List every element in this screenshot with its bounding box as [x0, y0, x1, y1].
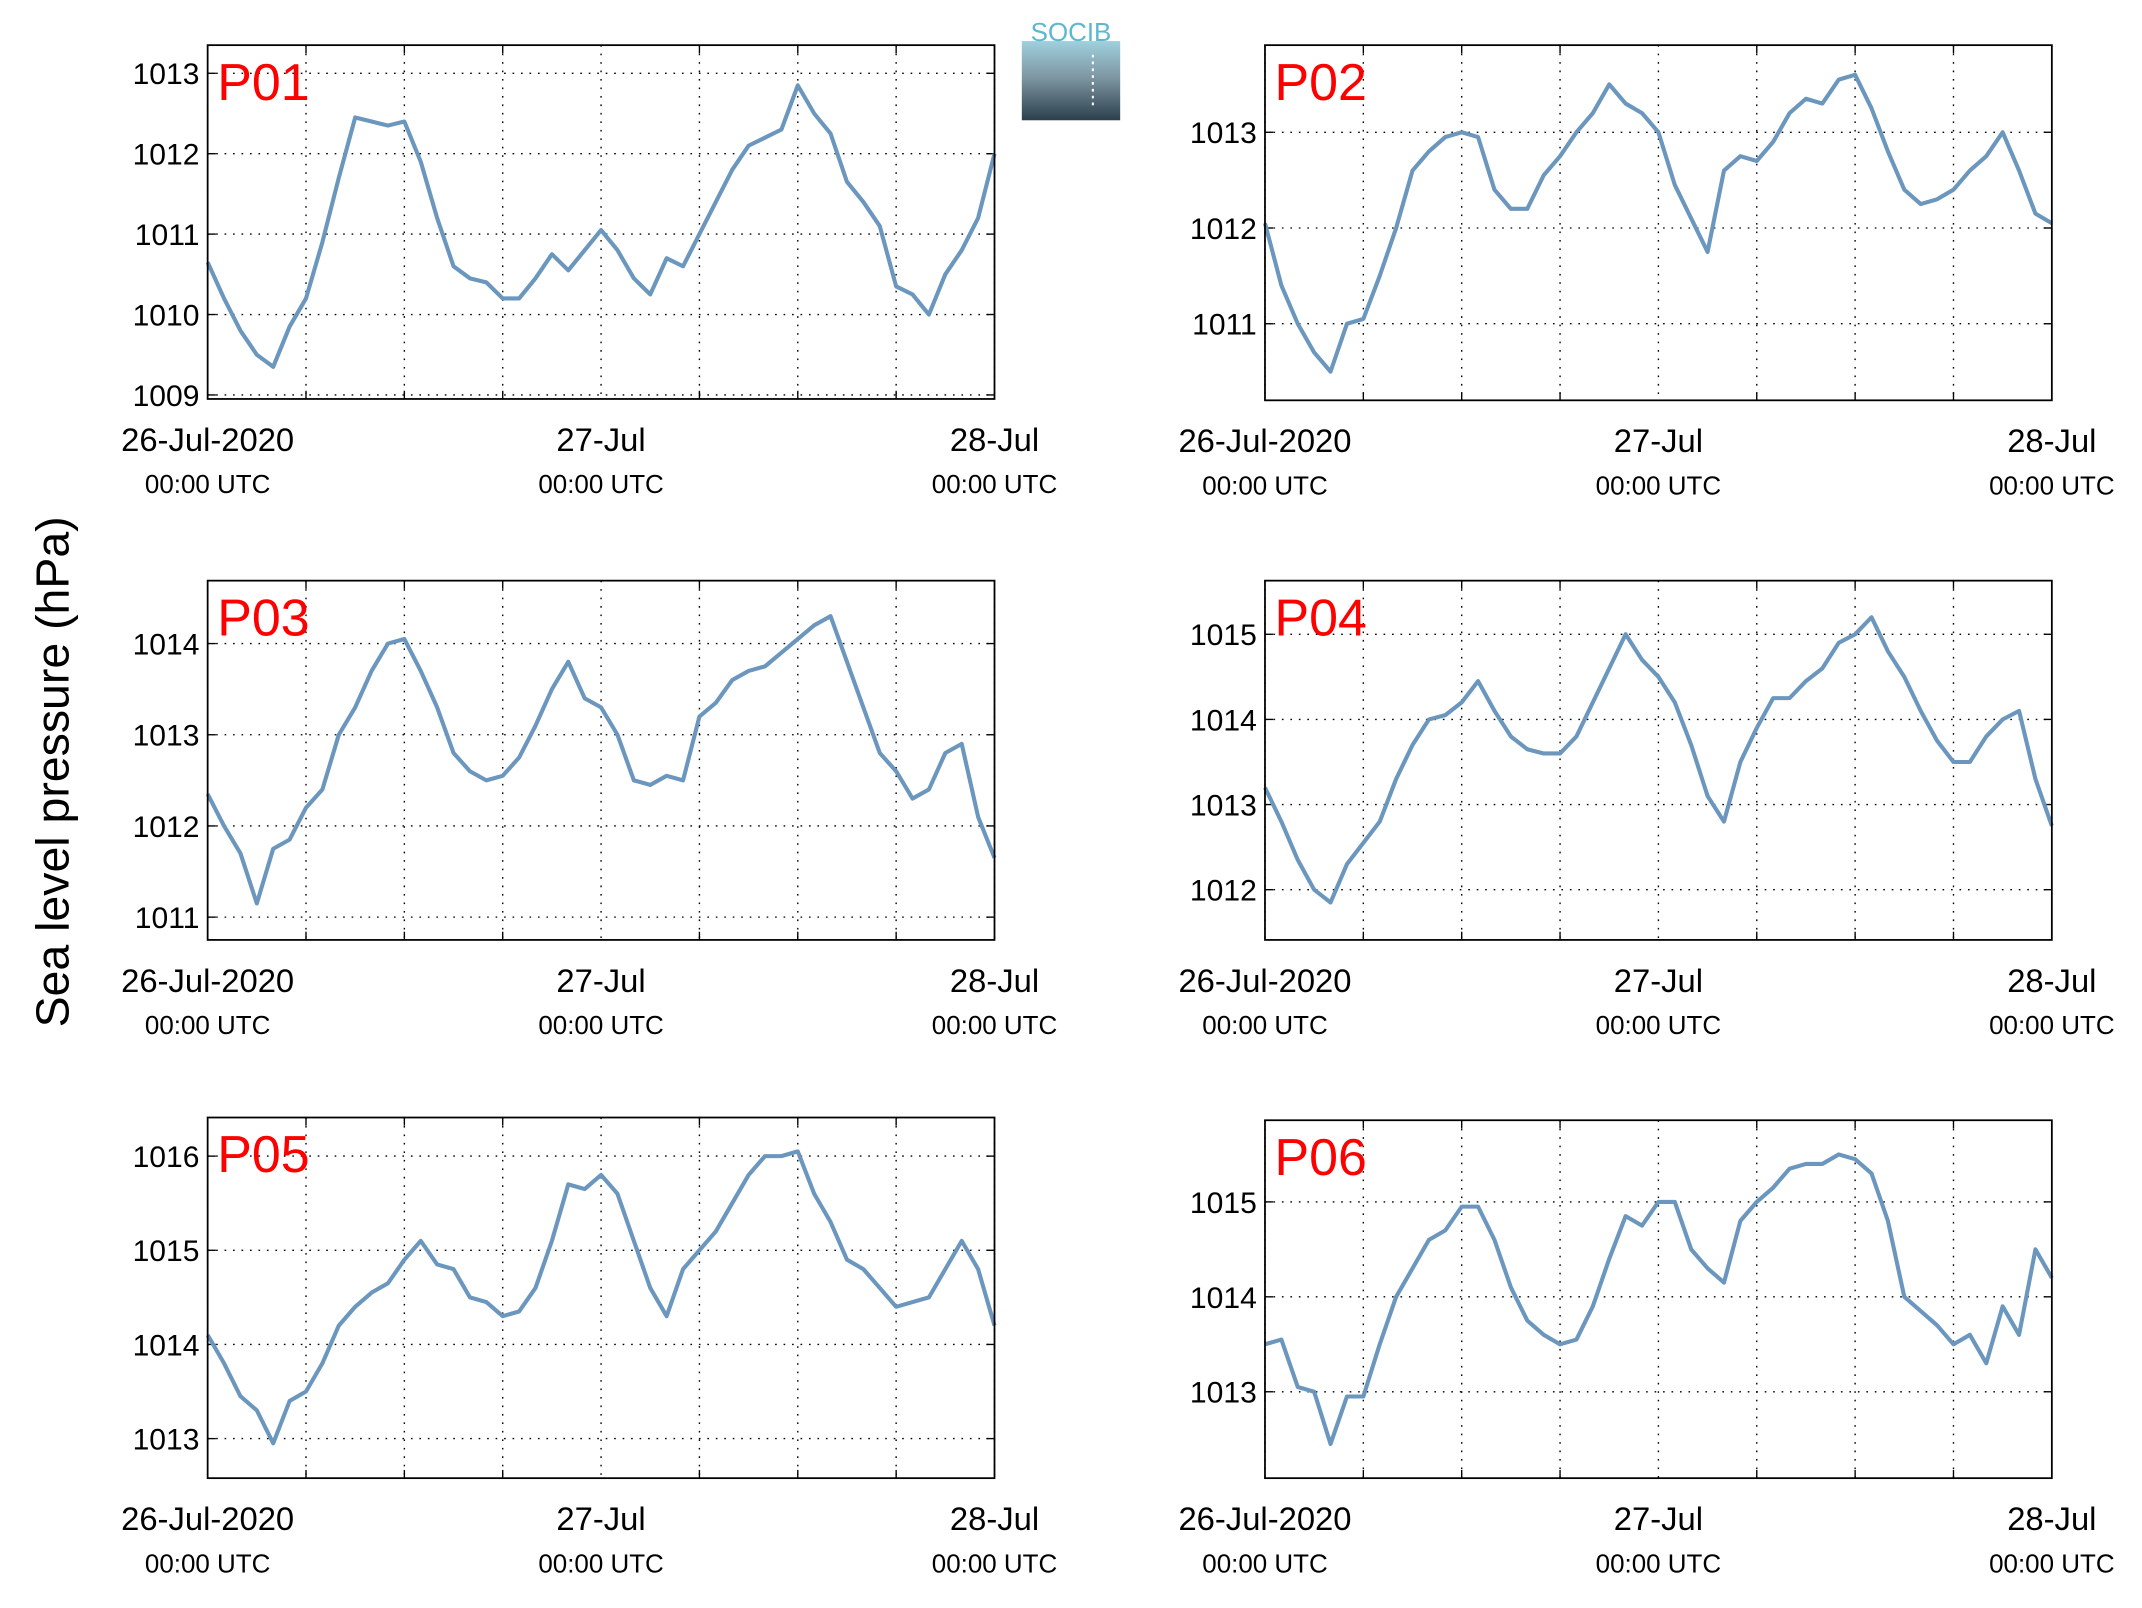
panel-label: P06	[1275, 1129, 1367, 1187]
y-tick-label: 1013	[1190, 789, 1257, 822]
y-tick-label: 1013	[133, 58, 200, 91]
x-tick-label: 28-Jul	[2007, 1500, 2096, 1537]
y-tick-label: 1015	[133, 1235, 200, 1268]
x-tick-label: 00:00 UTC	[1596, 473, 1721, 501]
y-tick-label: 1012	[133, 139, 200, 172]
x-tick-label: 28-Jul	[2007, 962, 2096, 999]
x-tick-label: 00:00 UTC	[145, 1550, 270, 1578]
x-tick-label: 00:00 UTC	[1596, 1012, 1721, 1040]
y-tick-label: 1014	[1190, 704, 1257, 737]
y-tick-label: 1011	[1192, 309, 1257, 342]
y-tick-label: 1009	[133, 380, 200, 413]
x-tick-label: 26-Jul-2020	[121, 421, 294, 458]
x-tick-label: 00:00 UTC	[1989, 473, 2114, 501]
y-tick-label: 1015	[1190, 1187, 1257, 1220]
series-line	[205, 83, 997, 369]
y-tick-label: 1011	[135, 219, 200, 252]
x-tick-label: 27-Jul	[556, 962, 645, 999]
x-tick-label: 00:00 UTC	[932, 471, 1057, 499]
plot-frame	[1264, 1119, 2053, 1480]
x-tick-label: 00:00 UTC	[1989, 1550, 2114, 1578]
plot-frame	[1264, 44, 2053, 402]
y-tick-label: 1015	[1190, 619, 1257, 652]
x-tick-label: 00:00 UTC	[1202, 473, 1327, 501]
plot-frame	[1264, 579, 2053, 941]
y-tick-label: 1012	[133, 811, 200, 844]
plot-frame	[206, 44, 996, 400]
x-tick-label: 00:00 UTC	[1596, 1550, 1721, 1578]
x-tick-label: 00:00 UTC	[145, 1012, 270, 1040]
x-tick-label: 00:00 UTC	[538, 471, 663, 499]
y-tick-label: 1011	[135, 902, 200, 935]
y-tick-label: 1014	[1190, 1282, 1257, 1315]
panel-label: P05	[217, 1126, 309, 1184]
x-tick-label: 27-Jul	[556, 421, 645, 458]
x-tick-label: 00:00 UTC	[538, 1550, 663, 1578]
x-tick-label: 28-Jul	[2007, 422, 2096, 459]
panel-label: P04	[1275, 589, 1367, 647]
series-line	[1263, 72, 2053, 374]
y-tick-label: 1010	[133, 299, 200, 332]
x-tick-label: 00:00 UTC	[1202, 1012, 1327, 1040]
x-tick-label: 27-Jul	[1614, 422, 1703, 459]
series-line	[1263, 615, 2054, 905]
x-tick-label: 26-Jul-2020	[1178, 1500, 1351, 1537]
x-tick-label: 28-Jul	[950, 1500, 1039, 1537]
panel-label: P01	[217, 54, 309, 112]
y-tick-label: 1016	[133, 1141, 200, 1174]
panel-label: P03	[217, 589, 309, 647]
y-tick-label: 1013	[133, 720, 200, 753]
x-tick-label: 00:00 UTC	[1989, 1012, 2114, 1040]
x-tick-label: 00:00 UTC	[1202, 1550, 1327, 1578]
panel-label: P02	[1275, 54, 1367, 112]
plot-frame	[206, 579, 996, 941]
x-tick-label: 27-Jul	[1614, 1500, 1703, 1537]
series-line	[205, 1149, 997, 1446]
y-tick-label: 1013	[133, 1424, 200, 1457]
x-tick-label: 00:00 UTC	[932, 1012, 1057, 1040]
x-tick-label: 28-Jul	[950, 421, 1039, 458]
x-tick-label: 00:00 UTC	[932, 1550, 1057, 1578]
x-tick-label: 00:00 UTC	[538, 1012, 663, 1040]
x-tick-label: 26-Jul-2020	[1178, 962, 1351, 999]
y-axis-label: Sea level pressure (hPa)	[26, 516, 78, 1027]
y-tick-label: 1012	[1190, 213, 1257, 246]
x-tick-label: 26-Jul-2020	[121, 1500, 294, 1537]
logo-text: SOCIB	[1031, 19, 1112, 47]
y-tick-label: 1014	[133, 628, 200, 661]
y-tick-label: 1014	[133, 1329, 200, 1362]
plot-frame	[206, 1116, 996, 1480]
x-tick-label: 00:00 UTC	[145, 471, 270, 499]
series-line	[205, 614, 997, 906]
x-tick-label: 26-Jul-2020	[1178, 422, 1351, 459]
x-tick-label: 27-Jul	[1614, 962, 1703, 999]
logo-box	[1021, 41, 1121, 121]
x-tick-label: 27-Jul	[556, 1500, 645, 1537]
y-tick-label: 1012	[1190, 875, 1257, 908]
y-tick-label: 1013	[1190, 117, 1257, 150]
x-tick-label: 26-Jul-2020	[121, 962, 294, 999]
series-line	[1264, 1152, 2054, 1447]
y-tick-label: 1013	[1190, 1377, 1257, 1410]
x-tick-label: 28-Jul	[950, 962, 1039, 999]
